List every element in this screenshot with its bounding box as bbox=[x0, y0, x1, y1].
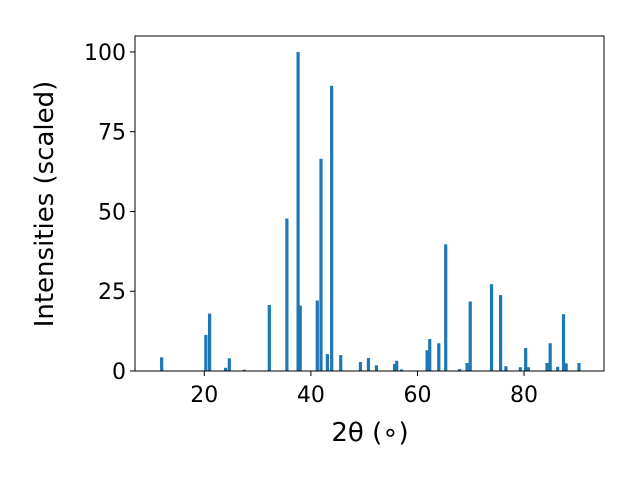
bar-29 bbox=[499, 295, 503, 371]
plot-frame bbox=[134, 35, 605, 372]
bar-5 bbox=[242, 369, 246, 371]
x-axis-label: 2θ (∘) bbox=[331, 418, 408, 448]
x-tick-label-3: 80 bbox=[510, 383, 538, 408]
bar-28 bbox=[489, 284, 494, 371]
bar-3 bbox=[224, 367, 228, 371]
bar-22 bbox=[428, 339, 432, 371]
bar-26 bbox=[465, 363, 469, 371]
bar-37 bbox=[561, 314, 566, 371]
y-tick-label-4: 100 bbox=[84, 41, 126, 66]
bar-11 bbox=[319, 158, 323, 371]
bar-16 bbox=[366, 357, 371, 371]
bar-series bbox=[160, 51, 581, 372]
bar-13 bbox=[330, 85, 334, 372]
x-axis-ticks: 20 40 60 80 bbox=[190, 371, 538, 408]
bar-2 bbox=[208, 313, 212, 371]
y-tick-label-1: 25 bbox=[98, 280, 126, 305]
bar-27 bbox=[468, 301, 472, 371]
bar-30 bbox=[504, 366, 508, 371]
x-tick-label-0: 20 bbox=[190, 383, 218, 408]
bar-33 bbox=[526, 367, 530, 371]
bar-36 bbox=[556, 366, 560, 371]
bar-23 bbox=[437, 343, 441, 371]
bar-7 bbox=[285, 218, 289, 371]
y-tick-label-3: 75 bbox=[98, 121, 126, 146]
bar-20 bbox=[399, 369, 404, 371]
bar-19 bbox=[395, 360, 399, 371]
y-axis-ticks: 0 25 50 75 100 bbox=[84, 41, 135, 385]
bar-39 bbox=[577, 363, 581, 371]
bar-25 bbox=[457, 369, 462, 371]
bar-1 bbox=[204, 334, 208, 371]
x-tick-label-1: 40 bbox=[297, 383, 325, 408]
y-axis-label: Intensities (scaled) bbox=[30, 81, 60, 328]
bar-0 bbox=[160, 357, 164, 371]
bar-14 bbox=[339, 355, 343, 371]
bar-10 bbox=[315, 300, 319, 371]
bar-9 bbox=[298, 305, 302, 371]
bar-34 bbox=[545, 363, 549, 371]
bar-15 bbox=[358, 362, 363, 371]
bar-24 bbox=[444, 244, 448, 371]
bar-38 bbox=[564, 363, 568, 371]
bar-6 bbox=[267, 304, 271, 371]
bar-4 bbox=[227, 358, 231, 371]
bar-17 bbox=[374, 365, 379, 371]
bar-32 bbox=[524, 348, 528, 371]
x-tick-label-2: 60 bbox=[403, 383, 431, 408]
bar-35 bbox=[548, 343, 552, 371]
bar-21 bbox=[425, 350, 429, 371]
y-tick-label-2: 50 bbox=[98, 200, 126, 225]
bar-8 bbox=[296, 51, 300, 371]
bar-12 bbox=[325, 354, 329, 371]
bar-18 bbox=[392, 363, 397, 371]
y-tick-label-0: 0 bbox=[112, 360, 126, 385]
bar-31 bbox=[518, 367, 522, 371]
